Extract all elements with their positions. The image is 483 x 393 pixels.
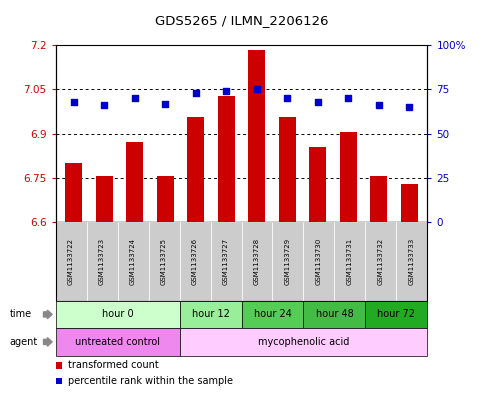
Point — [192, 90, 199, 96]
Text: GSM1133732: GSM1133732 — [378, 238, 384, 285]
Point — [375, 102, 383, 108]
Bar — [248, 50, 265, 222]
Bar — [279, 118, 296, 222]
Point — [100, 102, 108, 108]
Text: GDS5265 / ILMN_2206126: GDS5265 / ILMN_2206126 — [155, 14, 328, 27]
Point — [70, 99, 78, 105]
Text: hour 0: hour 0 — [102, 309, 133, 320]
Bar — [309, 147, 326, 222]
Text: agent: agent — [10, 337, 38, 347]
Point — [405, 104, 413, 110]
Text: GSM1133723: GSM1133723 — [99, 238, 105, 285]
Text: percentile rank within the sample: percentile rank within the sample — [68, 376, 233, 386]
Bar — [218, 96, 235, 222]
Text: hour 12: hour 12 — [192, 309, 229, 320]
Text: GSM1133724: GSM1133724 — [130, 238, 136, 285]
Point — [222, 88, 230, 94]
Point — [344, 95, 352, 101]
Bar — [127, 142, 143, 222]
Text: GSM1133725: GSM1133725 — [161, 238, 167, 285]
Text: GSM1133722: GSM1133722 — [68, 238, 74, 285]
Text: GSM1133731: GSM1133731 — [347, 238, 353, 285]
Point — [284, 95, 291, 101]
Text: GSM1133729: GSM1133729 — [285, 238, 291, 285]
Text: hour 24: hour 24 — [254, 309, 291, 320]
Point — [131, 95, 139, 101]
Bar — [187, 118, 204, 222]
Bar — [66, 163, 82, 222]
Text: hour 48: hour 48 — [315, 309, 354, 320]
Bar — [340, 132, 356, 222]
Text: hour 72: hour 72 — [377, 309, 415, 320]
Text: untreated control: untreated control — [75, 337, 160, 347]
Text: GSM1133726: GSM1133726 — [192, 238, 198, 285]
Point — [161, 100, 169, 107]
Text: GSM1133730: GSM1133730 — [316, 238, 322, 285]
Bar — [401, 184, 417, 222]
Text: GSM1133728: GSM1133728 — [254, 238, 260, 285]
Bar — [96, 176, 113, 222]
Text: time: time — [10, 309, 32, 320]
Point — [253, 86, 261, 93]
Bar — [370, 176, 387, 222]
Point — [314, 99, 322, 105]
Text: GSM1133733: GSM1133733 — [409, 238, 415, 285]
Text: transformed count: transformed count — [68, 360, 159, 370]
Text: mycophenolic acid: mycophenolic acid — [258, 337, 349, 347]
Text: GSM1133727: GSM1133727 — [223, 238, 229, 285]
Bar — [157, 176, 174, 222]
